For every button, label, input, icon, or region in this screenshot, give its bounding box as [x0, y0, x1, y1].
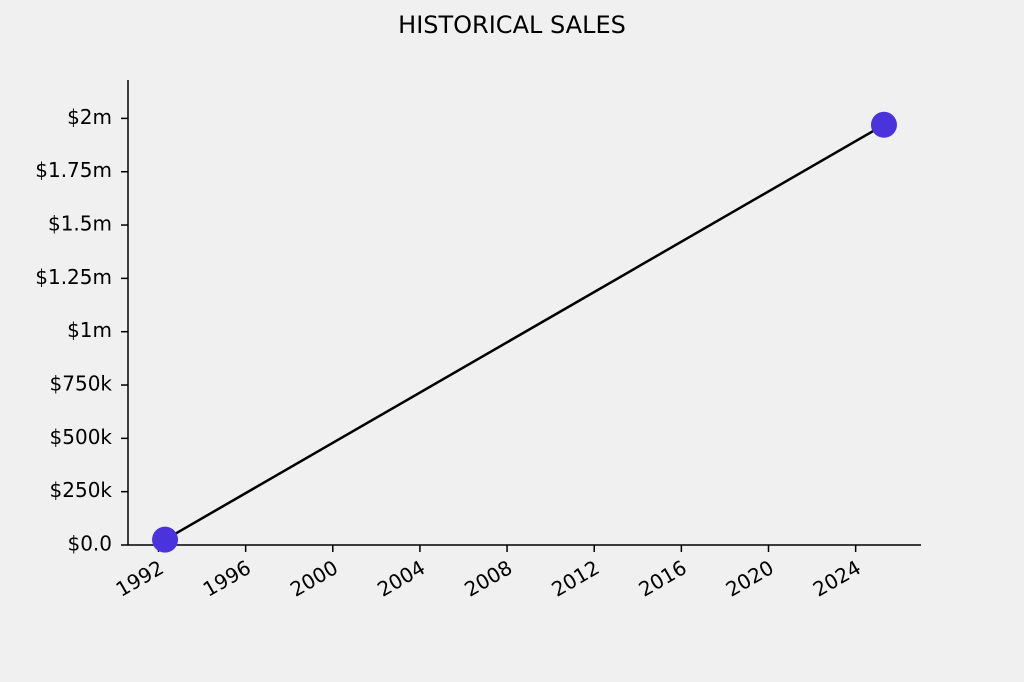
y-tick-label: $2m — [67, 105, 112, 129]
line — [164, 123, 885, 541]
y-tick-label: $1.25m — [35, 265, 112, 289]
marker — [152, 526, 179, 553]
y-tick-label: $1.75m — [35, 158, 112, 182]
y-tick-label: $1m — [67, 318, 112, 342]
y-tick-label: $0.0 — [67, 532, 112, 556]
y-tick-label: $250k — [50, 478, 113, 502]
marker — [870, 111, 897, 138]
chart-title: HISTORICAL SALES — [398, 11, 626, 39]
y-tick-label: $500k — [50, 425, 113, 449]
y-tick-label: $1.5m — [48, 212, 112, 236]
y-tick-label: $750k — [50, 372, 113, 396]
